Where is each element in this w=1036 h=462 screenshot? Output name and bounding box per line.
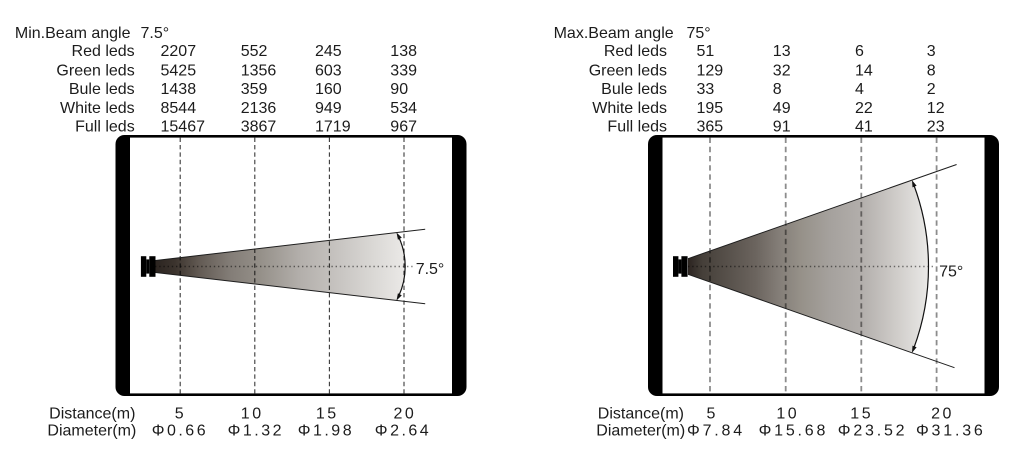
svg-text:White leds: White leds — [592, 100, 667, 117]
svg-text:10: 10 — [241, 405, 264, 422]
svg-text:534: 534 — [390, 100, 417, 117]
svg-text:2136: 2136 — [241, 100, 277, 117]
svg-text:8544: 8544 — [161, 100, 197, 117]
svg-text:White leds: White leds — [60, 100, 135, 117]
svg-text:Max.Beam angle: Max.Beam angle — [554, 25, 674, 42]
svg-text:Diameter(m): Diameter(m) — [47, 422, 136, 439]
svg-text:Diameter(m): Diameter(m) — [596, 422, 685, 439]
svg-text:Distance(m): Distance(m) — [49, 405, 135, 422]
svg-text:Φ2.64: Φ2.64 — [375, 422, 431, 439]
svg-text:195: 195 — [697, 100, 724, 117]
svg-text:3867: 3867 — [241, 119, 277, 136]
svg-text:4: 4 — [855, 81, 864, 98]
svg-text:1438: 1438 — [161, 81, 197, 98]
svg-text:2: 2 — [927, 81, 936, 98]
svg-text:20: 20 — [931, 405, 954, 422]
svg-text:12: 12 — [927, 100, 945, 117]
svg-text:949: 949 — [315, 100, 342, 117]
svg-text:33: 33 — [697, 81, 715, 98]
svg-text:Green leds: Green leds — [589, 62, 667, 79]
svg-text:359: 359 — [241, 81, 268, 98]
svg-text:6: 6 — [855, 43, 864, 60]
svg-text:5: 5 — [175, 405, 186, 422]
svg-text:5: 5 — [706, 405, 717, 422]
svg-text:Φ1.32: Φ1.32 — [228, 422, 284, 439]
svg-text:75°: 75° — [687, 25, 711, 42]
svg-text:Red leds: Red leds — [72, 43, 135, 60]
svg-text:10: 10 — [776, 405, 799, 422]
svg-text:Bule leds: Bule leds — [69, 81, 135, 98]
svg-text:Distance(m): Distance(m) — [598, 405, 684, 422]
svg-text:8: 8 — [927, 62, 936, 79]
svg-text:Full leds: Full leds — [607, 119, 667, 136]
svg-text:245: 245 — [315, 43, 342, 60]
svg-text:7.5°: 7.5° — [416, 261, 445, 278]
svg-text:339: 339 — [390, 62, 417, 79]
svg-text:160: 160 — [315, 81, 342, 98]
svg-text:90: 90 — [390, 81, 408, 98]
svg-text:Min.Beam angle: Min.Beam angle — [15, 25, 131, 42]
svg-text:15: 15 — [316, 405, 339, 422]
svg-text:Φ1.98: Φ1.98 — [298, 422, 354, 439]
svg-text:3: 3 — [927, 43, 936, 60]
svg-text:Φ23.52: Φ23.52 — [838, 422, 908, 439]
svg-text:365: 365 — [697, 119, 724, 136]
svg-text:Red leds: Red leds — [604, 43, 667, 60]
svg-text:49: 49 — [773, 100, 791, 117]
svg-text:129: 129 — [697, 62, 724, 79]
svg-text:7.5°: 7.5° — [141, 25, 170, 42]
svg-text:138: 138 — [390, 43, 417, 60]
svg-text:Φ15.68: Φ15.68 — [759, 422, 829, 439]
svg-text:75°: 75° — [939, 263, 963, 280]
svg-text:51: 51 — [697, 43, 715, 60]
svg-text:Bule leds: Bule leds — [601, 81, 667, 98]
svg-text:1719: 1719 — [315, 119, 351, 136]
svg-text:22: 22 — [855, 100, 873, 117]
svg-text:23: 23 — [927, 119, 945, 136]
svg-text:Φ0.66: Φ0.66 — [152, 422, 208, 439]
svg-text:8: 8 — [773, 81, 782, 98]
svg-text:91: 91 — [773, 119, 791, 136]
svg-text:967: 967 — [390, 119, 417, 136]
svg-text:32: 32 — [773, 62, 791, 79]
svg-text:Φ31.36: Φ31.36 — [916, 422, 986, 439]
svg-text:Full leds: Full leds — [75, 119, 135, 136]
svg-text:1356: 1356 — [241, 62, 277, 79]
svg-text:15: 15 — [850, 405, 873, 422]
svg-text:Φ7.84: Φ7.84 — [687, 422, 745, 439]
svg-text:14: 14 — [855, 62, 873, 79]
svg-text:2207: 2207 — [161, 43, 197, 60]
svg-text:603: 603 — [315, 62, 342, 79]
svg-text:Green leds: Green leds — [56, 62, 134, 79]
svg-text:5425: 5425 — [161, 62, 197, 79]
svg-text:13: 13 — [773, 43, 791, 60]
svg-text:552: 552 — [241, 43, 268, 60]
svg-text:41: 41 — [855, 119, 873, 136]
svg-text:15467: 15467 — [161, 119, 206, 136]
svg-text:20: 20 — [394, 405, 417, 422]
